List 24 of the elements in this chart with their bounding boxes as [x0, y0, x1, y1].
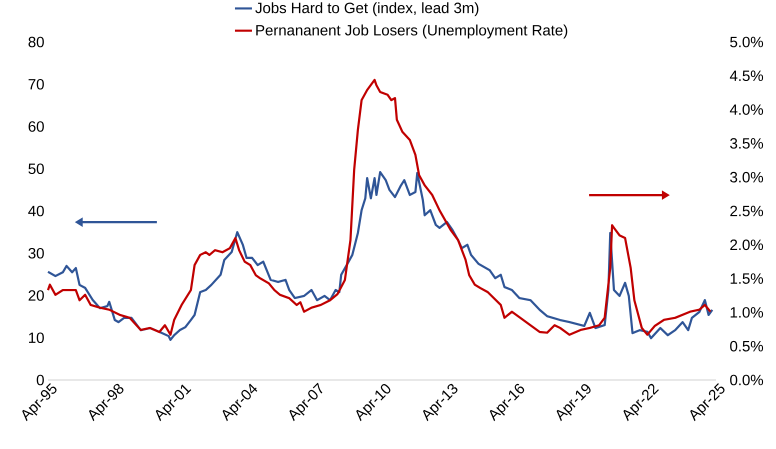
line-series [46, 171, 714, 341]
y2-tick-label: 4.5% [730, 70, 764, 82]
y-tick-label: 10 [29, 332, 44, 344]
y-tick-label: 30 [28, 248, 44, 259]
y2-tick-label: 1.5% [730, 273, 764, 284]
y-tick-label: 70 [28, 78, 44, 90]
y-tick-label: 50 [28, 163, 44, 174]
legend-label: Pernananent Job Losers (Unemployment Rate) [256, 24, 568, 38]
y2-tick-label: 3.0% [730, 172, 764, 182]
y2-tick-label: 2.0% [730, 240, 764, 250]
legend-label: Jobs Hard to Get (index, lead 3m) [255, 2, 478, 16]
y2-tick-label: 2.5% [730, 206, 764, 216]
y-tick-label: 20 [28, 290, 44, 301]
y2-tick-label: 0.0% [730, 374, 764, 386]
y-tick-label: 80 [28, 36, 44, 48]
y2-tick-label: 5.0% [730, 36, 764, 48]
y-tick-label: 0 [36, 374, 44, 386]
y2-tick-label: 3.5% [730, 138, 764, 149]
y-tick-label: 60 [28, 121, 44, 132]
line-series [46, 78, 712, 336]
y2-tick-label: 1.0% [730, 307, 764, 318]
y-tick-label: 40 [28, 206, 44, 216]
y2-tick-label: 0.5% [730, 340, 764, 352]
y2-tick-label: 4.0% [730, 104, 764, 115]
